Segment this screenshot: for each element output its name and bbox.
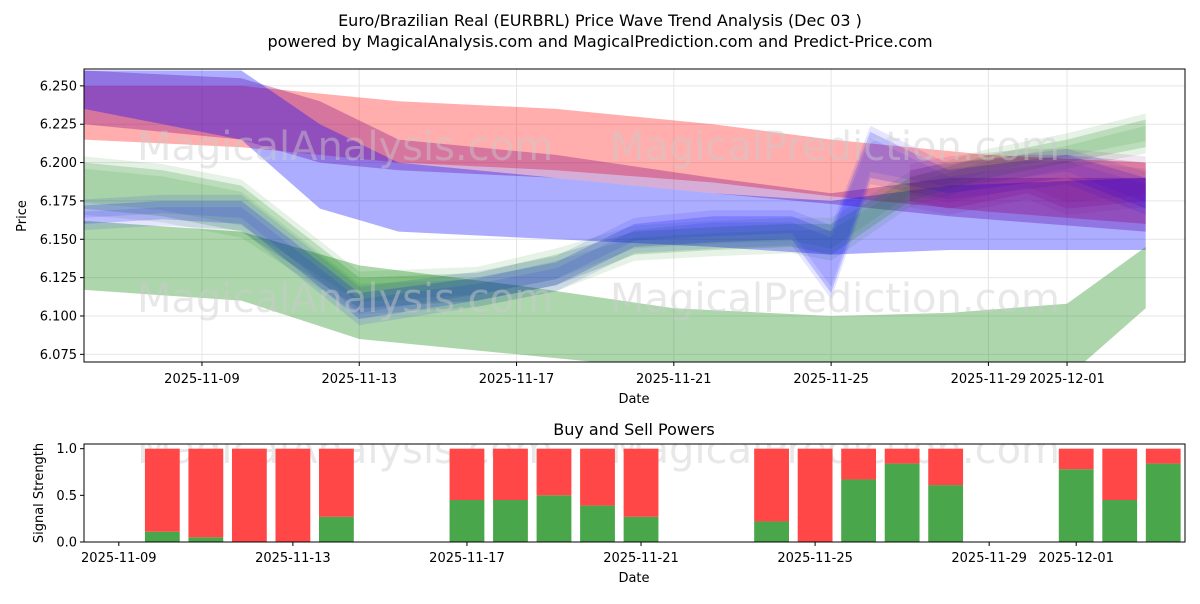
buy-bar [318, 516, 354, 542]
price-y-tick-label: 6.125 [40, 271, 77, 286]
price-band-purple-wave-echo [909, 148, 1146, 203]
price-band-purple-band [84, 70, 1146, 232]
buy-bar [928, 485, 964, 542]
buy-bar [884, 463, 920, 542]
signal-bars [144, 448, 1181, 542]
sell-bar [928, 448, 964, 486]
signal-title: Buy and Sell Powers [553, 420, 715, 439]
buy-bar [493, 500, 528, 542]
buy-bar [841, 479, 877, 542]
price-y-tick-label: 6.175 [40, 194, 77, 209]
buy-bar [1058, 469, 1094, 542]
sell-bar [884, 448, 920, 464]
price-y-tick-label: 6.150 [40, 233, 77, 248]
buy-bar [449, 500, 485, 542]
price-x-tick-label: 2025-12-01 [1029, 372, 1105, 387]
buy-bar [188, 537, 224, 542]
signal-x-tick-label: 2025-12-01 [1038, 551, 1114, 566]
price-y-tick-label: 6.200 [40, 156, 77, 171]
buy-bar [1102, 500, 1138, 542]
price-x-tick-label: 2025-11-29 [951, 372, 1027, 387]
price-plot-frame [83, 68, 1186, 363]
sell-bar [493, 448, 528, 500]
buy-bar [1145, 463, 1181, 542]
price-x-tick-label: 2025-11-13 [321, 372, 397, 387]
price-panel: MagicalAnalysis.com MagicalPrediction.com… [15, 68, 1186, 407]
price-x-tick-label: 2025-11-21 [636, 372, 712, 387]
price-plot-background [84, 69, 1185, 362]
signal-x-tick-label: 2025-11-17 [429, 551, 505, 566]
sell-bar [623, 448, 659, 517]
buy-bar [754, 521, 789, 542]
price-x-tick-label: 2025-11-09 [164, 372, 240, 387]
price-band-purple-wave [909, 154, 1146, 209]
sell-bar [797, 448, 833, 542]
chart-subtitle: powered by MagicalAnalysis.com and Magic… [267, 32, 932, 51]
signal-watermark: MagicalPrediction.com [610, 427, 1060, 473]
price-band-blue-wave-echo [84, 138, 1146, 326]
price-y-axis: 6.075 6.100 6.125 6.150 6.175 6.200 6.225 6.250 [40, 79, 84, 363]
signal-y-tick-label: 0.5 [56, 489, 77, 504]
price-y-tick-label: 6.100 [40, 309, 77, 324]
sell-bar [841, 448, 877, 480]
signal-x-axis-label: Date [618, 571, 649, 586]
price-watermark: MagicalAnalysis.com [137, 124, 553, 170]
buy-bar [623, 516, 659, 542]
sell-bar [449, 448, 485, 500]
price-watermark: MagicalAnalysis.com [137, 276, 553, 322]
signal-y-axis-label: Signal Strength [32, 443, 47, 543]
price-bands [84, 70, 1146, 362]
price-y-tick-label: 6.225 [40, 118, 77, 133]
signal-panel: Buy and Sell Powers MagicalAnalysis.comM… [32, 420, 1186, 586]
price-x-axis-label: Date [618, 392, 649, 407]
sell-bar [188, 448, 224, 538]
signal-x-tick-label: 2025-11-29 [951, 551, 1027, 566]
price-band-blue-band [84, 70, 1146, 255]
signal-x-tick-label: 2025-11-21 [603, 551, 679, 566]
price-y-tick-label: 6.075 [40, 348, 77, 363]
sell-bar [318, 448, 354, 517]
signal-x-tick-label: 2025-11-13 [255, 551, 331, 566]
signal-x-tick-label: 2025-11-25 [777, 551, 853, 566]
sell-bar [275, 448, 311, 542]
buy-bar [536, 495, 572, 542]
sell-bar [231, 448, 267, 542]
buy-bar [580, 505, 615, 542]
price-band-blue-wave [84, 131, 1146, 319]
price-band-purple-wave-echo [909, 161, 1146, 215]
sell-bar [580, 448, 615, 506]
signal-x-tick-label: 2025-11-09 [81, 551, 157, 566]
price-x-axis: 2025-11-09 2025-11-13 2025-11-17 2025-11-21… [164, 362, 1105, 387]
price-grid [84, 69, 1185, 362]
signal-plot-frame [83, 443, 1186, 543]
price-watermarks: MagicalAnalysis.com MagicalPrediction.com… [137, 124, 1060, 322]
price-y-axis-label: Price [15, 200, 30, 232]
price-x-tick-label: 2025-11-25 [793, 372, 869, 387]
signal-y-tick-label: 1.0 [56, 442, 77, 457]
price-watermark: MagicalPrediction.com [610, 124, 1060, 170]
signal-y-tick-label: 0.0 [56, 536, 77, 551]
sell-bar [536, 448, 572, 496]
sell-bar [754, 448, 789, 522]
price-band-red-band [84, 85, 1146, 224]
signal-x-axis: 2025-11-09 2025-11-13 2025-11-17 2025-11-21… [81, 542, 1114, 566]
buy-bar [144, 531, 180, 542]
sell-bar [1058, 448, 1094, 470]
price-band-blue-wave-echo [84, 125, 1146, 313]
price-x-tick-label: 2025-11-17 [479, 372, 555, 387]
price-y-tick-label: 6.250 [40, 79, 77, 94]
chart-title: Euro/Brazilian Real (EURBRL) Price Wave … [338, 11, 862, 30]
sell-bar [144, 448, 180, 532]
sell-bar [1102, 448, 1138, 500]
price-band-green-band [84, 220, 1146, 362]
signal-y-axis: 0.0 0.5 1.0 [56, 442, 84, 551]
price-watermark: MagicalPrediction.com [610, 276, 1060, 322]
sell-bar [1145, 448, 1181, 464]
